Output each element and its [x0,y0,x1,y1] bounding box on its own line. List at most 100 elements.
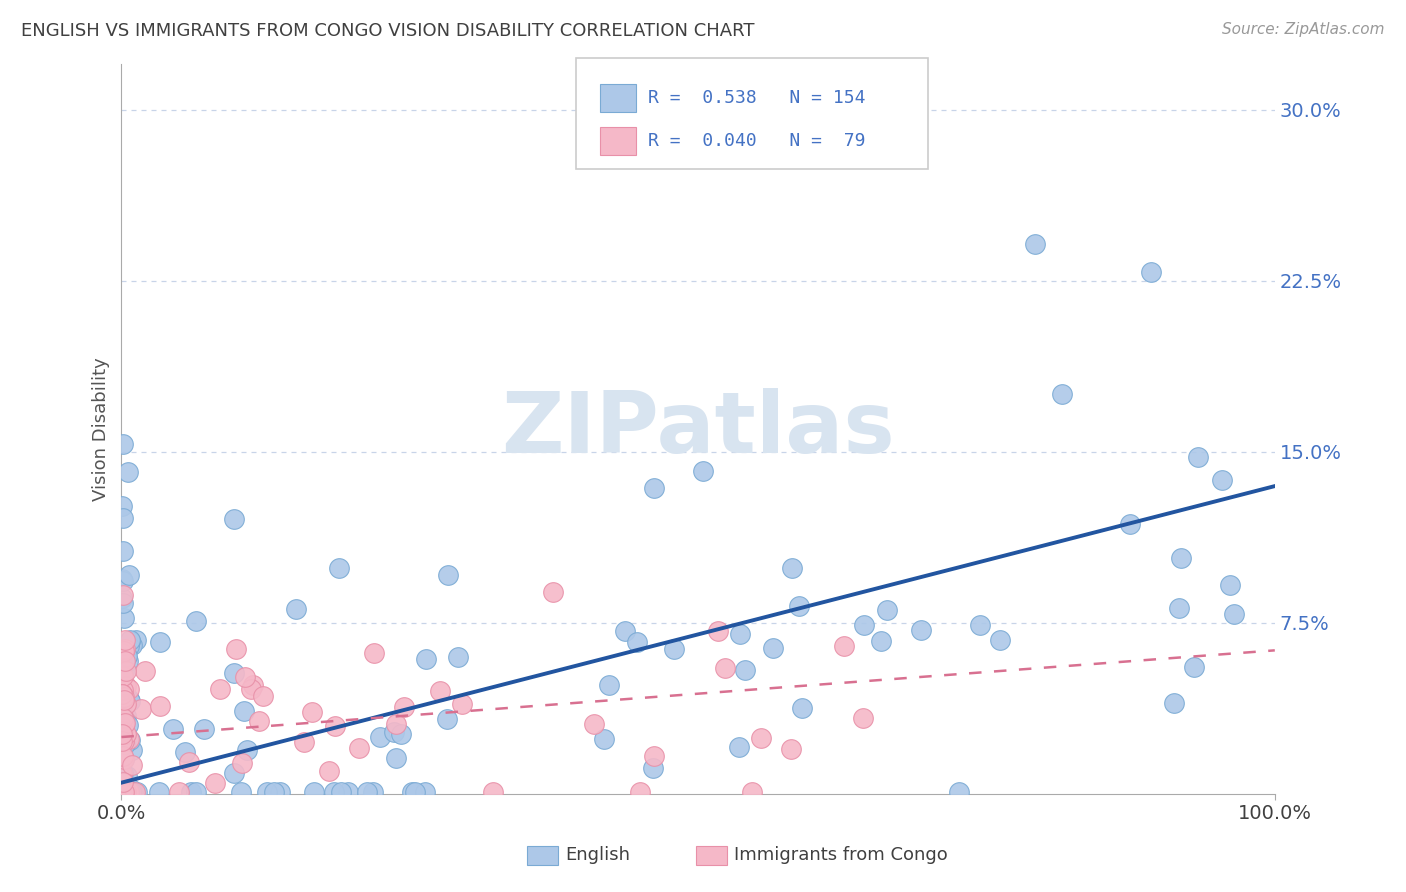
Point [252,690,274,704]
Point [112,752,135,766]
Text: R =  0.538   N = 154: R = 0.538 N = 154 [648,89,866,107]
Point [118,732,141,747]
Point [626,635,648,649]
Point [114,785,136,799]
Point [910,623,932,637]
Point [111,719,134,733]
Point [120,634,142,648]
Point [111,785,134,799]
Point [361,785,384,799]
Point [115,697,138,711]
Point [111,436,134,450]
Point [1223,607,1246,621]
Point [118,691,141,706]
Point [114,785,136,799]
Point [111,785,134,799]
Point [112,638,135,652]
Point [593,731,616,746]
Point [401,785,423,799]
Point [543,584,565,599]
Point [111,574,134,588]
Point [436,568,458,582]
Point [356,785,378,799]
Point [115,785,138,799]
Point [111,732,134,747]
Point [948,785,970,799]
Point [111,703,134,717]
Point [111,785,134,799]
Text: ENGLISH VS IMMIGRANTS FROM CONGO VISION DISABILITY CORRELATION CHART: ENGLISH VS IMMIGRANTS FROM CONGO VISION … [21,22,755,40]
Point [385,751,408,765]
Point [111,749,134,764]
Point [450,697,472,711]
Point [120,785,142,799]
Point [125,632,148,647]
Point [641,761,664,775]
Point [111,499,134,513]
Point [111,785,134,799]
Point [112,785,135,799]
Y-axis label: Vision Disability: Vision Disability [93,357,110,501]
Point [436,712,458,726]
Point [117,785,139,799]
Point [124,785,146,799]
Point [328,561,350,575]
Point [111,727,134,741]
Point [115,637,138,651]
Point [869,634,891,648]
Point [121,638,143,652]
Point [117,785,139,799]
Point [269,785,291,799]
Point [692,464,714,478]
Point [385,717,408,731]
Point [121,785,143,799]
Point [148,635,170,649]
Point [111,785,134,799]
Point [114,785,136,799]
Point [134,664,156,678]
Point [114,785,136,799]
Point [112,721,135,735]
Point [118,640,141,654]
Point [112,785,135,799]
Point [111,785,134,799]
Point [1024,237,1046,252]
Point [114,737,136,751]
Point [193,723,215,737]
Point [222,512,245,526]
Point [114,785,136,799]
Point [169,785,191,799]
Point [118,694,141,708]
Point [112,785,135,799]
Point [111,591,134,605]
Point [112,688,135,702]
Point [120,785,142,799]
Point [780,741,803,756]
Point [117,785,139,799]
Point [111,775,134,789]
Point [231,785,253,799]
Point [111,785,134,799]
Point [129,702,152,716]
Point [111,781,134,796]
Point [117,654,139,668]
Point [117,718,139,732]
Point [114,785,136,799]
Point [117,781,139,796]
Point [741,785,763,799]
Point [762,640,785,655]
Point [111,766,134,780]
Point [115,785,138,799]
Point [728,627,751,641]
Text: Immigrants from Congo: Immigrants from Congo [734,847,948,864]
Point [256,785,278,799]
Point [120,633,142,648]
Point [114,716,136,731]
Point [301,705,323,719]
Point [120,733,142,747]
Point [1167,601,1189,615]
Point [180,785,202,799]
Point [115,785,138,799]
Point [177,756,200,770]
Point [120,785,142,799]
